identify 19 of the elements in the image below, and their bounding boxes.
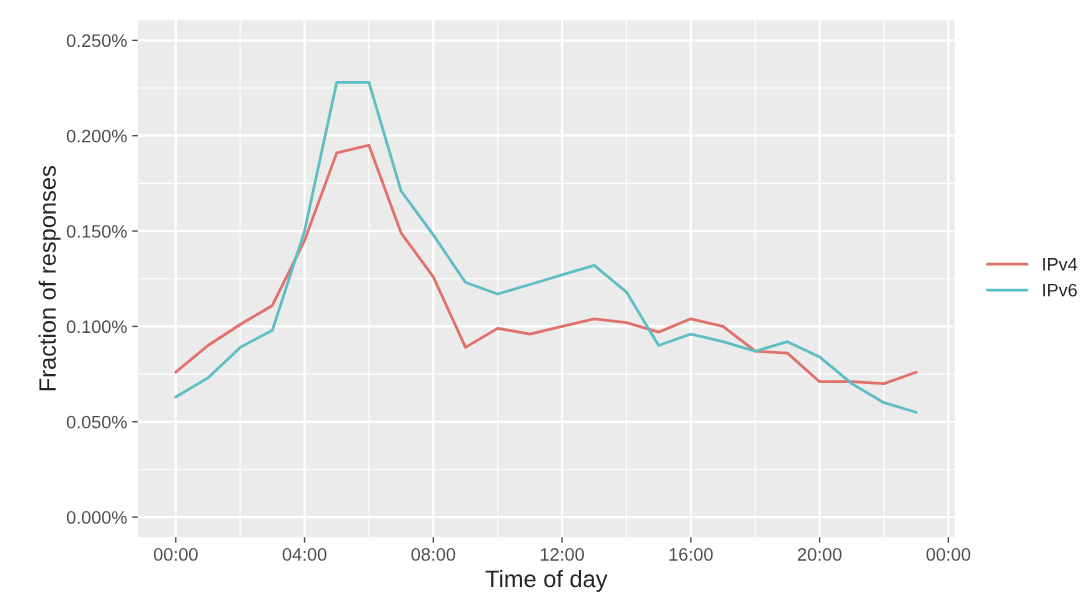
- y-tick-label: 0.100%: [66, 320, 127, 334]
- y-axis-title: Fraction of responses: [38, 166, 61, 391]
- y-tick-label: 0.000%: [66, 511, 127, 524]
- legend-label: IPv6: [1043, 283, 1077, 297]
- line-series: [174, 80, 918, 414]
- y-tick-label: 0.200%: [66, 129, 127, 143]
- line-series: [174, 143, 918, 386]
- x-tick-label: 00:00: [153, 548, 198, 561]
- x-tick-label: 12:00: [540, 548, 584, 561]
- x-tick-label: 04:00: [282, 548, 327, 561]
- x-tick-label: 20:00: [797, 548, 842, 561]
- x-tick-label: 08:00: [411, 548, 456, 561]
- y-tick-label: 0.250%: [66, 34, 127, 48]
- x-axis-title: Time of day: [485, 569, 608, 592]
- legend-label: IPv4: [1043, 258, 1078, 271]
- y-tick-label: 0.050%: [66, 415, 127, 429]
- x-tick-label: 16:00: [669, 548, 713, 561]
- x-tick-label: 00:00: [926, 548, 971, 561]
- y-tick-label: 0.150%: [66, 225, 127, 238]
